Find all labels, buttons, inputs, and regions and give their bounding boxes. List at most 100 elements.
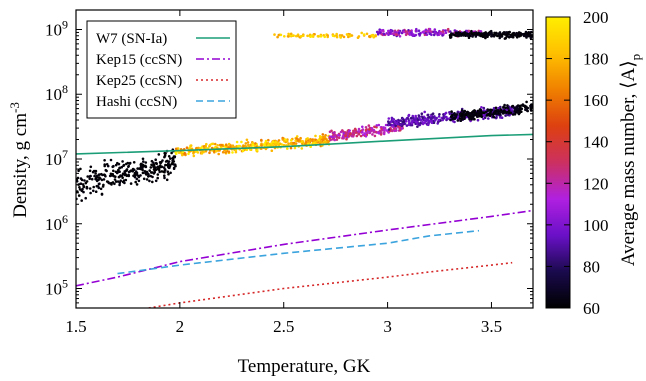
scatter-point: [133, 175, 137, 179]
scatter-point: [181, 153, 184, 157]
scatter-point: [417, 114, 421, 117]
scatter-point: [410, 123, 414, 127]
scatter-point: [385, 129, 388, 132]
scatter-point: [264, 147, 268, 151]
scatter-point: [323, 140, 327, 143]
scatter-point: [419, 118, 422, 122]
scatter-point: [140, 165, 144, 168]
scatter-point: [197, 146, 200, 150]
scatter-point: [488, 108, 491, 112]
scatter-point: [237, 144, 240, 148]
scatter-point: [344, 134, 348, 138]
scatter-point: [504, 106, 507, 110]
scatter-point: [466, 114, 470, 118]
y-axis-label: Density, g cm-3: [7, 102, 31, 218]
scatter-point: [434, 119, 437, 122]
scatter-point: [292, 34, 295, 37]
scatter-point: [347, 35, 350, 39]
scatter-point: [502, 32, 506, 36]
legend-label-w7-sn-ia: W7 (SN-Ia): [96, 31, 167, 47]
scatter-point: [135, 173, 138, 176]
scatter-point: [424, 28, 428, 32]
scatter-point: [95, 178, 99, 182]
scatter-point: [498, 113, 502, 116]
y-axis-ticks: 105 106 107 108 109: [45, 9, 533, 304]
scatter-point: [391, 118, 395, 122]
scatter-point: [171, 157, 175, 161]
scatter-point: [509, 35, 512, 38]
scatter-point: [116, 161, 119, 165]
scatter-point: [394, 124, 398, 128]
scatter-point: [387, 128, 391, 131]
scatter-point: [309, 137, 312, 141]
scatter-point: [375, 124, 379, 127]
scatter-point: [529, 109, 533, 112]
scatter-point: [164, 152, 167, 155]
scatter-point: [100, 178, 104, 182]
scatter-point: [287, 35, 290, 38]
scatter-point: [449, 36, 452, 39]
scatter-point: [486, 33, 490, 37]
scatter-point: [350, 134, 354, 138]
scatter-point: [490, 108, 493, 112]
scatter-point: [150, 163, 153, 167]
scatter-point: [464, 32, 468, 35]
scatter-point: [519, 34, 523, 37]
scatter-point: [174, 152, 178, 155]
scatter-point: [464, 113, 468, 117]
scatter-point: [164, 160, 168, 163]
scatter-point: [194, 150, 197, 153]
scatter-point: [122, 163, 126, 167]
scatter-point: [153, 169, 156, 172]
scatter-point: [340, 34, 344, 37]
scatter-point: [434, 117, 437, 120]
scatter-point: [364, 126, 368, 129]
scatter-point: [499, 110, 503, 114]
scatter-point: [494, 109, 497, 113]
scatter-point: [498, 34, 502, 37]
colorbar-label-sub: p: [628, 54, 643, 61]
scatter-point: [418, 32, 422, 35]
legend-label-kep15-ccsn: Kep15 (ccSN): [96, 52, 182, 68]
colorbar-label-main: Average mass number, ⟨A⟩: [618, 60, 639, 266]
scatter-point: [158, 170, 161, 174]
scatter-point: [326, 34, 330, 37]
scatter-point: [221, 150, 225, 154]
scatter-point: [167, 172, 170, 176]
scatter-point: [400, 122, 404, 126]
scatter-point: [437, 115, 441, 118]
scatter-point: [417, 29, 421, 32]
scatter-point: [124, 178, 128, 182]
scatter-point: [321, 133, 325, 136]
scatter-point: [78, 186, 81, 189]
scatter-point: [92, 185, 95, 189]
scatter-point: [375, 30, 379, 34]
scatter-point: [246, 141, 250, 144]
y-axis-label-main: Density, g cm: [10, 113, 31, 218]
scatter-point: [431, 112, 435, 115]
scatter-point: [120, 165, 123, 169]
x-axis-ticks: 1.5 2 2.5 3 3.5: [65, 10, 502, 336]
scatter-point: [373, 125, 376, 129]
scatter-point: [357, 127, 361, 131]
legend: W7 (SN-Ia) Kep15 (ccSN) Kep25 (ccSN) Hashi …: [86, 20, 237, 119]
scatter-point: [365, 32, 369, 36]
scatter-point: [114, 180, 118, 183]
scatter-point: [89, 165, 93, 169]
scatter-point: [378, 129, 382, 133]
scatter-point: [323, 35, 327, 39]
scatter-point: [393, 120, 397, 124]
scatter-point: [305, 137, 308, 141]
scatter-point: [527, 32, 530, 36]
scatter-point: [506, 110, 510, 114]
scatter-point: [251, 141, 254, 145]
scatter-point: [80, 199, 83, 202]
scatter-point: [139, 162, 143, 166]
scatter-point: [156, 176, 159, 180]
scatter-point: [156, 173, 160, 176]
scatter-point: [204, 144, 207, 148]
scatter-point: [383, 126, 387, 130]
scatter-point: [479, 114, 483, 118]
scatter-point: [96, 175, 99, 179]
